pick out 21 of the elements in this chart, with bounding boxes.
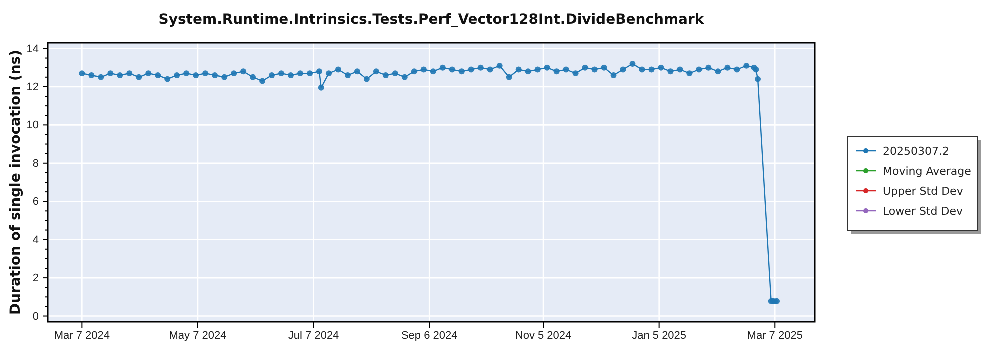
legend-label: Moving Average (883, 165, 972, 178)
x-tick-label: Jul 7 2024 (288, 330, 340, 342)
y-axis-title: Duration of single invocation (ns) (8, 50, 24, 316)
x-tick-label: Mar 7 2024 (54, 330, 110, 342)
x-tick-label: Jan 5 2025 (632, 330, 687, 342)
legend-label: Upper Std Dev (883, 185, 964, 198)
x-tick-label: Mar 7 2025 (747, 330, 803, 342)
legend-label: Lower Std Dev (883, 205, 964, 218)
chart-title: System.Runtime.Intrinsics.Tests.Perf_Vector128Int.DivideBenchmark (158, 12, 705, 28)
x-tick-label: May 7 2024 (169, 330, 227, 342)
y-tick-label: 4 (32, 234, 39, 246)
y-tick-label: 6 (32, 196, 39, 208)
x-tick-label: Sep 6 2024 (401, 330, 458, 342)
y-tick-label: 14 (26, 43, 39, 56)
y-tick-label: 12 (26, 81, 39, 94)
y-tick-label: 0 (32, 310, 39, 323)
y-tick-label: 2 (32, 272, 39, 285)
legend-label: 20250307.2 (883, 145, 950, 158)
x-tick-label: Nov 5 2024 (515, 330, 572, 342)
y-tick-label: 10 (26, 120, 39, 132)
y-tick-label: 8 (32, 158, 39, 170)
